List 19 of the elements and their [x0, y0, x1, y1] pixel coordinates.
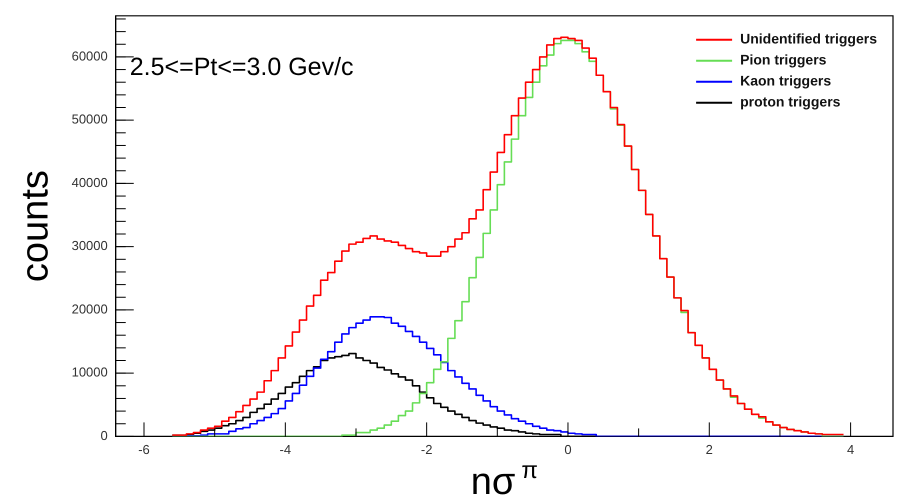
y-tick-label: 30000	[72, 238, 108, 254]
legend-label: Kaon triggers	[740, 72, 832, 89]
x-tick-label: 0	[564, 442, 572, 457]
x-tick-label: -2	[420, 442, 432, 457]
legend-label: Unidentified triggers	[740, 30, 878, 47]
x-tick-label: -4	[280, 442, 292, 457]
legend-label: proton triggers	[740, 94, 841, 110]
y-tick-label: 20000	[72, 301, 108, 316]
y-tick-label: 0	[100, 428, 108, 443]
x-tick-label: -6	[138, 442, 150, 457]
y-tick-label: 40000	[72, 174, 108, 190]
y-tick-label: 10000	[72, 364, 108, 380]
legend-label: Pion triggers	[740, 52, 827, 68]
annotation: 2.5<=Pt<=3.0 Gev/c	[130, 53, 354, 82]
y-tick-label: 50000	[72, 112, 108, 127]
x-tick-label: 2	[706, 442, 713, 457]
x-tick-label: 4	[846, 442, 854, 457]
y-axis-title: counts	[14, 170, 56, 282]
y-tick-label: 60000	[72, 48, 108, 64]
